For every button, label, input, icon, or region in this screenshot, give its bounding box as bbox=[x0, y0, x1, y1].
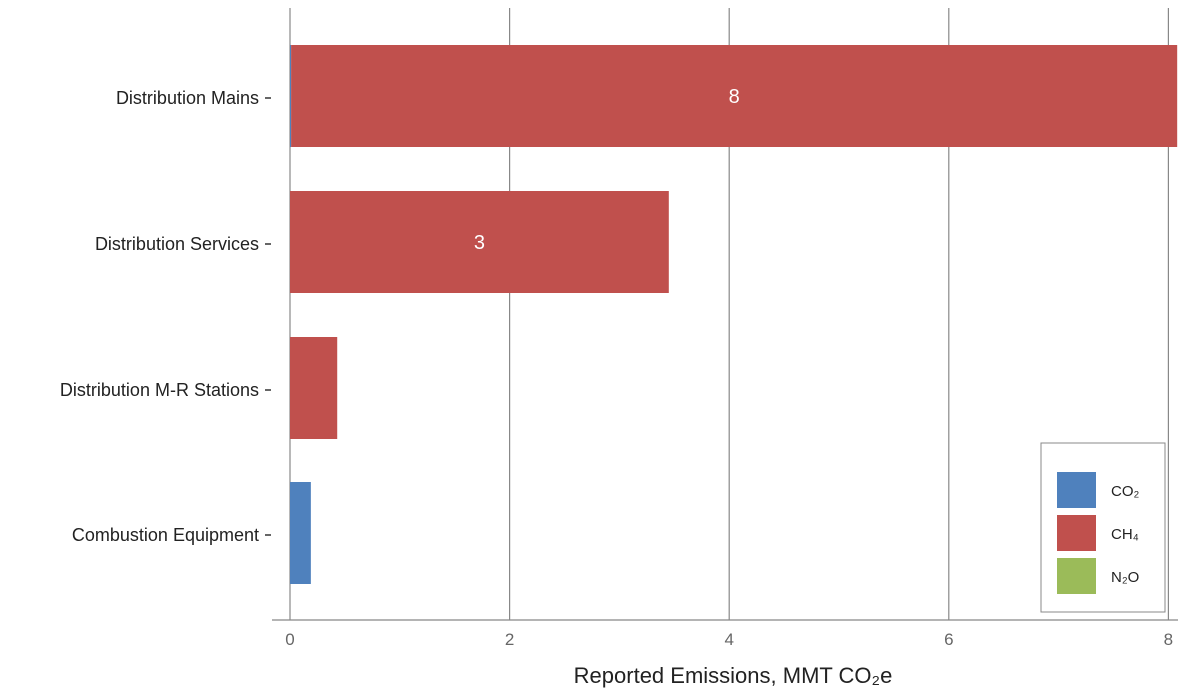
data-label-0: 8 bbox=[729, 86, 740, 108]
legend-label-2: N₂O bbox=[1111, 569, 1139, 586]
legend-label-0: CO₂ bbox=[1111, 483, 1140, 500]
x-tick-label-2: 4 bbox=[724, 630, 733, 649]
x-axis-title: Reported Emissions, MMT CO₂e bbox=[574, 663, 893, 688]
legend: CO₂ CH₄ N₂O bbox=[1040, 442, 1166, 613]
tick-labels: 0 2 4 6 8 bbox=[285, 630, 1173, 649]
legend-swatch-1 bbox=[1057, 515, 1096, 551]
x-tick-label-1: 2 bbox=[505, 630, 514, 649]
bar-0-0 bbox=[290, 45, 292, 147]
x-tick-label-3: 6 bbox=[944, 630, 953, 649]
category-label-1: Distribution Services bbox=[95, 234, 259, 254]
x-tick-label-0: 0 bbox=[285, 630, 294, 649]
bar-1-1 bbox=[290, 191, 669, 293]
legend-label-1: CH₄ bbox=[1111, 526, 1139, 543]
bars bbox=[290, 45, 1178, 584]
data-labels: 83 bbox=[474, 86, 740, 254]
legend-swatch-0 bbox=[1057, 472, 1096, 508]
x-tick-label-4: 8 bbox=[1164, 630, 1173, 649]
bar-0-1 bbox=[291, 45, 1178, 147]
data-label-1: 3 bbox=[474, 232, 485, 254]
category-label-2: Distribution M-R Stations bbox=[60, 380, 259, 400]
bar-2-1 bbox=[290, 337, 338, 439]
bar-3-0 bbox=[290, 482, 311, 584]
category-labels: Distribution Mains Distribution Services D… bbox=[60, 88, 259, 545]
legend-swatch-2 bbox=[1057, 558, 1096, 594]
axes bbox=[265, 97, 1178, 621]
category-label-0: Distribution Mains bbox=[116, 88, 259, 108]
category-label-3: Combustion Equipment bbox=[72, 525, 259, 545]
